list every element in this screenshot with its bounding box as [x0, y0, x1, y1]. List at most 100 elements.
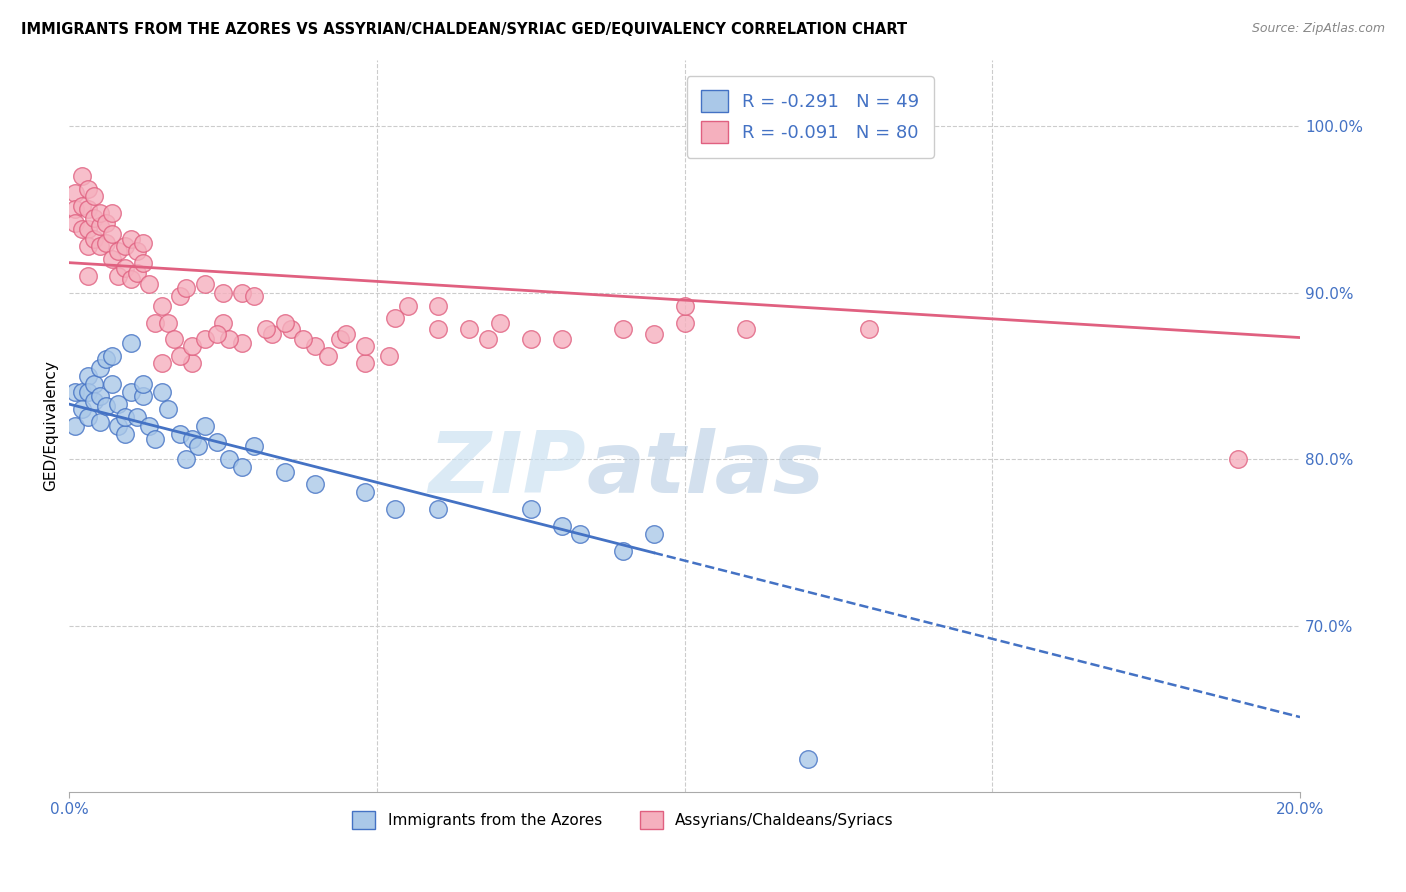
- Text: atlas: atlas: [586, 428, 824, 511]
- Text: IMMIGRANTS FROM THE AZORES VS ASSYRIAN/CHALDEAN/SYRIAC GED/EQUIVALENCY CORRELATI: IMMIGRANTS FROM THE AZORES VS ASSYRIAN/C…: [21, 22, 907, 37]
- Point: [101, 252, 124, 267]
- Point: [156, 402, 179, 417]
- Point: [125, 266, 148, 280]
- Point: [643, 527, 665, 541]
- Point: [643, 327, 665, 342]
- Point: [353, 485, 375, 500]
- Point: [458, 322, 481, 336]
- Point: [427, 299, 450, 313]
- Point: [89, 360, 111, 375]
- Point: [550, 332, 572, 346]
- Point: [673, 299, 696, 313]
- Point: [120, 335, 142, 350]
- Point: [83, 377, 105, 392]
- Point: [735, 322, 758, 336]
- Point: [107, 418, 129, 433]
- Point: [76, 268, 98, 283]
- Point: [174, 280, 197, 294]
- Point: [427, 322, 450, 336]
- Point: [70, 169, 93, 183]
- Point: [353, 339, 375, 353]
- Point: [612, 322, 634, 336]
- Point: [132, 377, 155, 392]
- Point: [427, 502, 450, 516]
- Point: [83, 232, 105, 246]
- Point: [65, 216, 87, 230]
- Point: [89, 239, 111, 253]
- Point: [89, 416, 111, 430]
- Point: [107, 244, 129, 258]
- Point: [132, 255, 155, 269]
- Point: [205, 435, 228, 450]
- Point: [89, 219, 111, 233]
- Point: [396, 299, 419, 313]
- Point: [89, 389, 111, 403]
- Point: [212, 285, 235, 300]
- Point: [120, 232, 142, 246]
- Point: [262, 327, 284, 342]
- Point: [138, 277, 160, 292]
- Point: [673, 316, 696, 330]
- Point: [101, 349, 124, 363]
- Point: [96, 352, 118, 367]
- Point: [292, 332, 315, 346]
- Point: [169, 427, 191, 442]
- Point: [83, 189, 105, 203]
- Point: [212, 316, 235, 330]
- Point: [181, 432, 204, 446]
- Point: [520, 332, 543, 346]
- Point: [70, 222, 93, 236]
- Point: [1227, 452, 1250, 467]
- Point: [120, 272, 142, 286]
- Point: [76, 182, 98, 196]
- Point: [65, 186, 87, 200]
- Point: [65, 385, 87, 400]
- Point: [169, 289, 191, 303]
- Point: [612, 543, 634, 558]
- Point: [107, 268, 129, 283]
- Point: [114, 260, 136, 275]
- Point: [243, 289, 266, 303]
- Point: [273, 316, 295, 330]
- Point: [83, 393, 105, 408]
- Point: [384, 310, 406, 325]
- Point: [304, 339, 326, 353]
- Text: ZIP: ZIP: [429, 428, 586, 511]
- Point: [187, 439, 209, 453]
- Point: [101, 227, 124, 242]
- Point: [280, 322, 302, 336]
- Point: [132, 235, 155, 250]
- Point: [569, 527, 592, 541]
- Point: [76, 385, 98, 400]
- Legend: Immigrants from the Azores, Assyrians/Chaldeans/Syriacs: Immigrants from the Azores, Assyrians/Ch…: [346, 805, 900, 836]
- Point: [107, 397, 129, 411]
- Point: [101, 377, 124, 392]
- Point: [96, 216, 118, 230]
- Point: [231, 335, 253, 350]
- Point: [174, 452, 197, 467]
- Point: [163, 332, 186, 346]
- Point: [181, 355, 204, 369]
- Point: [169, 349, 191, 363]
- Point: [65, 418, 87, 433]
- Point: [254, 322, 277, 336]
- Point: [70, 385, 93, 400]
- Point: [83, 211, 105, 225]
- Point: [489, 316, 512, 330]
- Point: [156, 316, 179, 330]
- Point: [205, 327, 228, 342]
- Point: [138, 418, 160, 433]
- Point: [231, 285, 253, 300]
- Point: [120, 385, 142, 400]
- Point: [150, 355, 173, 369]
- Point: [125, 410, 148, 425]
- Point: [76, 202, 98, 217]
- Point: [76, 410, 98, 425]
- Point: [316, 349, 339, 363]
- Point: [550, 518, 572, 533]
- Point: [520, 502, 543, 516]
- Point: [150, 385, 173, 400]
- Point: [378, 349, 401, 363]
- Point: [796, 752, 818, 766]
- Point: [273, 466, 295, 480]
